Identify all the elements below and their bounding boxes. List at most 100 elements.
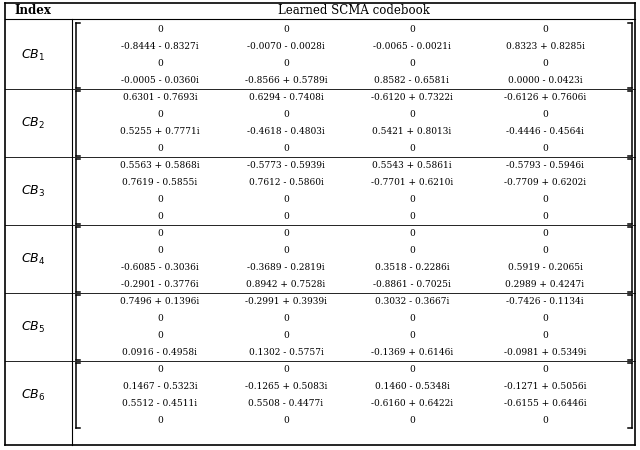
- Text: 0: 0: [157, 144, 163, 153]
- Text: 0.5919 - 0.2065i: 0.5919 - 0.2065i: [508, 263, 582, 272]
- Text: -0.2991 + 0.3939i: -0.2991 + 0.3939i: [245, 297, 327, 306]
- Text: $CB_{4}$: $CB_{4}$: [21, 252, 45, 266]
- Text: 0: 0: [283, 331, 289, 340]
- Text: 0: 0: [409, 314, 415, 323]
- Text: 0: 0: [283, 314, 289, 323]
- Text: -0.4618 - 0.4803i: -0.4618 - 0.4803i: [247, 127, 325, 136]
- Text: 0: 0: [283, 246, 289, 255]
- Text: $CB_{1}$: $CB_{1}$: [21, 47, 45, 63]
- Text: 0: 0: [542, 416, 548, 425]
- Text: 0: 0: [283, 365, 289, 374]
- Text: 0.5255 + 0.7771i: 0.5255 + 0.7771i: [120, 127, 200, 136]
- Text: 0.1467 - 0.5323i: 0.1467 - 0.5323i: [123, 382, 197, 391]
- Text: 0: 0: [157, 195, 163, 204]
- Text: 0.5563 + 0.5868i: 0.5563 + 0.5868i: [120, 161, 200, 170]
- Text: $CB_{5}$: $CB_{5}$: [21, 320, 45, 334]
- Text: 0: 0: [542, 229, 548, 238]
- Text: 0.8942 + 0.7528i: 0.8942 + 0.7528i: [246, 280, 326, 289]
- Text: 0: 0: [409, 212, 415, 221]
- Text: 0: 0: [409, 416, 415, 425]
- Text: -0.6085 - 0.3036i: -0.6085 - 0.3036i: [121, 263, 199, 272]
- Text: 0.1460 - 0.5348i: 0.1460 - 0.5348i: [374, 382, 449, 391]
- Text: 0: 0: [283, 195, 289, 204]
- Text: 0.1302 - 0.5757i: 0.1302 - 0.5757i: [248, 348, 323, 357]
- Text: 0.6294 - 0.7408i: 0.6294 - 0.7408i: [248, 93, 323, 102]
- Text: 0: 0: [157, 25, 163, 34]
- Text: 0: 0: [157, 212, 163, 221]
- Text: 0.7619 - 0.5855i: 0.7619 - 0.5855i: [122, 178, 198, 187]
- Text: -0.6160 + 0.6422i: -0.6160 + 0.6422i: [371, 399, 453, 408]
- Text: 0: 0: [409, 246, 415, 255]
- Text: 0: 0: [542, 246, 548, 255]
- Text: 0: 0: [157, 314, 163, 323]
- Text: 0.5508 - 0.4477i: 0.5508 - 0.4477i: [248, 399, 324, 408]
- Text: Learned SCMA codebook: Learned SCMA codebook: [278, 4, 430, 18]
- Text: 0: 0: [542, 144, 548, 153]
- Text: 0: 0: [542, 195, 548, 204]
- Text: $CB_{3}$: $CB_{3}$: [21, 184, 45, 198]
- Text: 0.8582 - 0.6581i: 0.8582 - 0.6581i: [374, 76, 449, 85]
- Text: Index: Index: [15, 4, 51, 18]
- Text: 0: 0: [409, 59, 415, 68]
- Text: 0.8323 + 0.8285i: 0.8323 + 0.8285i: [506, 42, 584, 51]
- Text: 0: 0: [283, 416, 289, 425]
- Text: -0.1265 + 0.5083i: -0.1265 + 0.5083i: [245, 382, 327, 391]
- Text: -0.4446 - 0.4564i: -0.4446 - 0.4564i: [506, 127, 584, 136]
- Text: -0.0005 - 0.0360i: -0.0005 - 0.0360i: [121, 76, 199, 85]
- Text: 0.0916 - 0.4958i: 0.0916 - 0.4958i: [122, 348, 198, 357]
- Text: 0.5543 + 0.5861i: 0.5543 + 0.5861i: [372, 161, 452, 170]
- Text: 0: 0: [157, 331, 163, 340]
- Text: 0.6301 - 0.7693i: 0.6301 - 0.7693i: [123, 93, 197, 102]
- Text: 0: 0: [157, 229, 163, 238]
- Text: 0: 0: [283, 144, 289, 153]
- Text: 0: 0: [542, 212, 548, 221]
- Text: -0.0065 - 0.0021i: -0.0065 - 0.0021i: [373, 42, 451, 51]
- Text: 0: 0: [409, 365, 415, 374]
- Text: 0: 0: [157, 110, 163, 119]
- Text: -0.8861 - 0.7025i: -0.8861 - 0.7025i: [373, 280, 451, 289]
- Text: 0.2989 + 0.4247i: 0.2989 + 0.4247i: [506, 280, 584, 289]
- Text: $CB_{2}$: $CB_{2}$: [21, 116, 45, 130]
- Text: 0: 0: [542, 25, 548, 34]
- Text: 0.7496 + 0.1396i: 0.7496 + 0.1396i: [120, 297, 200, 306]
- Text: $CB_{6}$: $CB_{6}$: [21, 387, 45, 403]
- Text: 0: 0: [283, 110, 289, 119]
- Text: 0: 0: [409, 195, 415, 204]
- Text: -0.7701 + 0.6210i: -0.7701 + 0.6210i: [371, 178, 453, 187]
- Text: -0.7709 + 0.6202i: -0.7709 + 0.6202i: [504, 178, 586, 187]
- Text: -0.8566 + 0.5789i: -0.8566 + 0.5789i: [244, 76, 327, 85]
- Text: 0: 0: [283, 212, 289, 221]
- Text: -0.6155 + 0.6446i: -0.6155 + 0.6446i: [504, 399, 586, 408]
- Text: 0.0000 - 0.0423i: 0.0000 - 0.0423i: [508, 76, 582, 85]
- Text: 0: 0: [409, 229, 415, 238]
- Text: 0: 0: [542, 365, 548, 374]
- Text: 0: 0: [157, 59, 163, 68]
- Text: 0.5421 + 0.8013i: 0.5421 + 0.8013i: [372, 127, 452, 136]
- Text: 0: 0: [542, 314, 548, 323]
- Text: 0: 0: [283, 229, 289, 238]
- Text: -0.6120 + 0.7322i: -0.6120 + 0.7322i: [371, 93, 453, 102]
- Text: 0: 0: [542, 110, 548, 119]
- Text: -0.1369 + 0.6146i: -0.1369 + 0.6146i: [371, 348, 453, 357]
- Text: 0: 0: [157, 416, 163, 425]
- Text: -0.2901 - 0.3776i: -0.2901 - 0.3776i: [121, 280, 199, 289]
- Text: -0.0070 - 0.0028i: -0.0070 - 0.0028i: [247, 42, 325, 51]
- Text: -0.5793 - 0.5946i: -0.5793 - 0.5946i: [506, 161, 584, 170]
- Text: -0.0981 + 0.5349i: -0.0981 + 0.5349i: [504, 348, 586, 357]
- Text: -0.6126 + 0.7606i: -0.6126 + 0.7606i: [504, 93, 586, 102]
- Text: 0.3518 - 0.2286i: 0.3518 - 0.2286i: [374, 263, 449, 272]
- Text: 0.7612 - 0.5860i: 0.7612 - 0.5860i: [248, 178, 323, 187]
- Text: 0: 0: [283, 25, 289, 34]
- Text: 0: 0: [409, 144, 415, 153]
- Text: 0: 0: [542, 331, 548, 340]
- Text: 0: 0: [409, 25, 415, 34]
- Text: -0.3689 - 0.2819i: -0.3689 - 0.2819i: [247, 263, 325, 272]
- Text: 0: 0: [283, 59, 289, 68]
- Text: -0.7426 - 0.1134i: -0.7426 - 0.1134i: [506, 297, 584, 306]
- Text: 0: 0: [157, 365, 163, 374]
- Text: -0.5773 - 0.5939i: -0.5773 - 0.5939i: [247, 161, 325, 170]
- Text: 0: 0: [542, 59, 548, 68]
- Text: 0: 0: [409, 331, 415, 340]
- Text: -0.1271 + 0.5056i: -0.1271 + 0.5056i: [504, 382, 586, 391]
- Text: 0: 0: [157, 246, 163, 255]
